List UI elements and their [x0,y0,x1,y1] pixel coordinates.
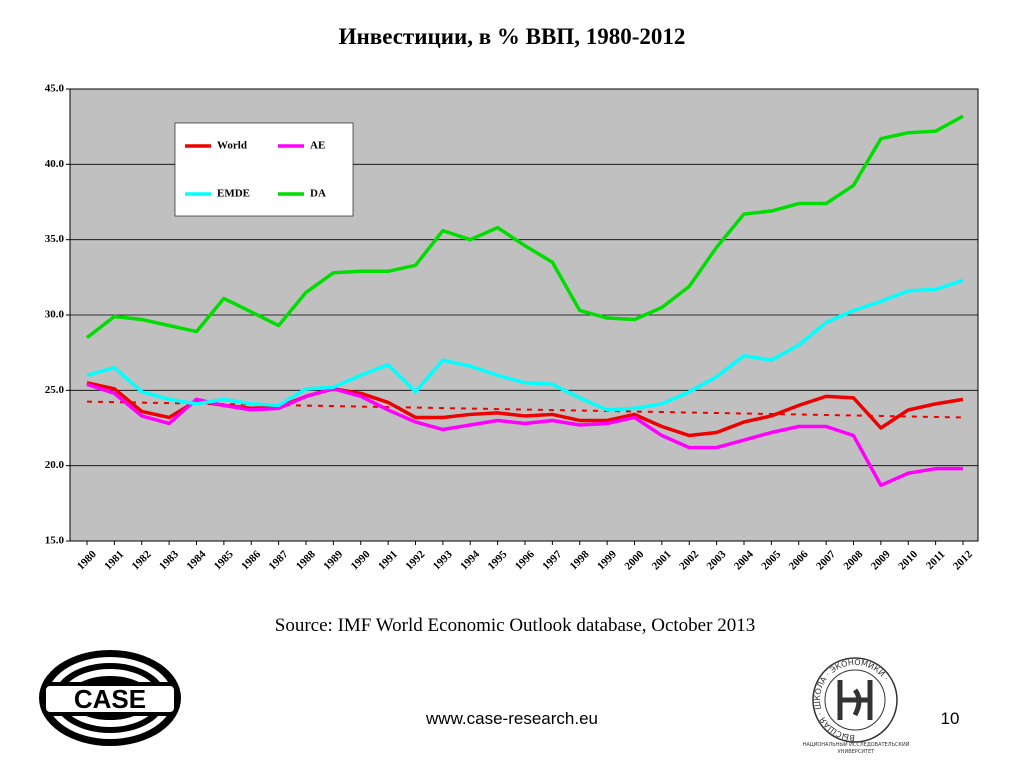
x-tick-label: 2009 [869,548,893,572]
x-tick-label: 1998 [568,548,592,572]
chart: 15.0 20.0 25.0 30.0 35.0 40.0 45.0 1980 1981 1982… [45,83,979,572]
legend-box [174,122,354,217]
x-tick-label: 1996 [513,548,537,572]
source-note: Source: IMF World Economic Outlook datab… [275,615,755,636]
series-line [86,278,964,412]
x-tick-label: 2006 [787,548,811,572]
y-tick-label: 35.0 [45,233,65,245]
x-tick-label: 1986 [239,548,263,572]
x-tick-label: 1983 [157,548,181,572]
y-tick-label: 45.0 [45,83,65,95]
x-tick-label: 1980 [75,548,99,572]
x-tick-label: 1995 [485,548,509,572]
x-tick-label: 1988 [294,548,318,572]
x-tick-label: 2003 [704,548,728,572]
hse-logo: ВЫСШАЯ · ШКОЛА · ЭКОНОМИКИ · НАЦИОНАЛЬНЫ… [803,657,910,755]
x-tick-label: 2011 [924,548,948,572]
legend-label: DA [310,188,326,200]
series-line [86,382,963,488]
case-logo-text: CASE [74,684,146,714]
series-line [85,114,964,339]
x-tick-label: 1982 [130,548,154,572]
x-tick-label: 1985 [212,548,236,572]
trend-line [86,400,964,419]
legend: World AE EMDE DA [174,122,354,217]
x-tick-label: 2002 [677,548,701,572]
x-tick-label: 1989 [321,548,345,572]
legend-label: AE [310,140,325,152]
x-tick-label: 1990 [349,548,373,572]
legend-label: EMDE [217,188,250,200]
x-tick-label: 2008 [841,548,865,572]
page-number: 10 [941,709,960,728]
x-tick-label: 1981 [102,548,126,572]
y-tick-label: 40.0 [45,158,65,170]
x-tick-label: 1999 [595,548,619,572]
x-tick-label: 2005 [759,548,783,572]
x-tick-label: 2007 [814,548,838,572]
y-tick-label: 30.0 [45,309,65,321]
hse-caption: УНИВЕРСИТЕТ [838,749,876,755]
x-tick-label: 2012 [951,548,975,572]
y-tick-label: 25.0 [45,384,65,396]
slide-title: Инвестиции, в % ВВП, 1980-2012 [339,24,686,49]
case-logo: CASE [39,650,181,746]
x-tick-label: 1994 [458,548,482,572]
x-tick-label: 1992 [403,548,427,572]
legend-label: World [217,140,247,152]
hse-caption: НАЦИОНАЛЬНЫЙ ИССЛЕДОВАТЕЛЬСКИЙ [803,741,910,748]
x-tick-label: 1991 [376,548,400,572]
x-tick-label: 1993 [431,548,455,572]
x-tick-label: 1984 [184,548,208,572]
x-tick-label: 2001 [650,548,674,572]
y-tick-label: 20.0 [45,459,65,471]
x-tick-label: 1987 [266,548,290,572]
x-tick-label: 2004 [732,548,756,572]
url: www.case-research.eu [425,709,598,728]
x-tick-label: 2000 [622,548,646,572]
y-tick-label: 15.0 [45,535,65,547]
x-tick-label: 2010 [896,548,920,572]
x-tick-label: 1997 [540,548,564,572]
